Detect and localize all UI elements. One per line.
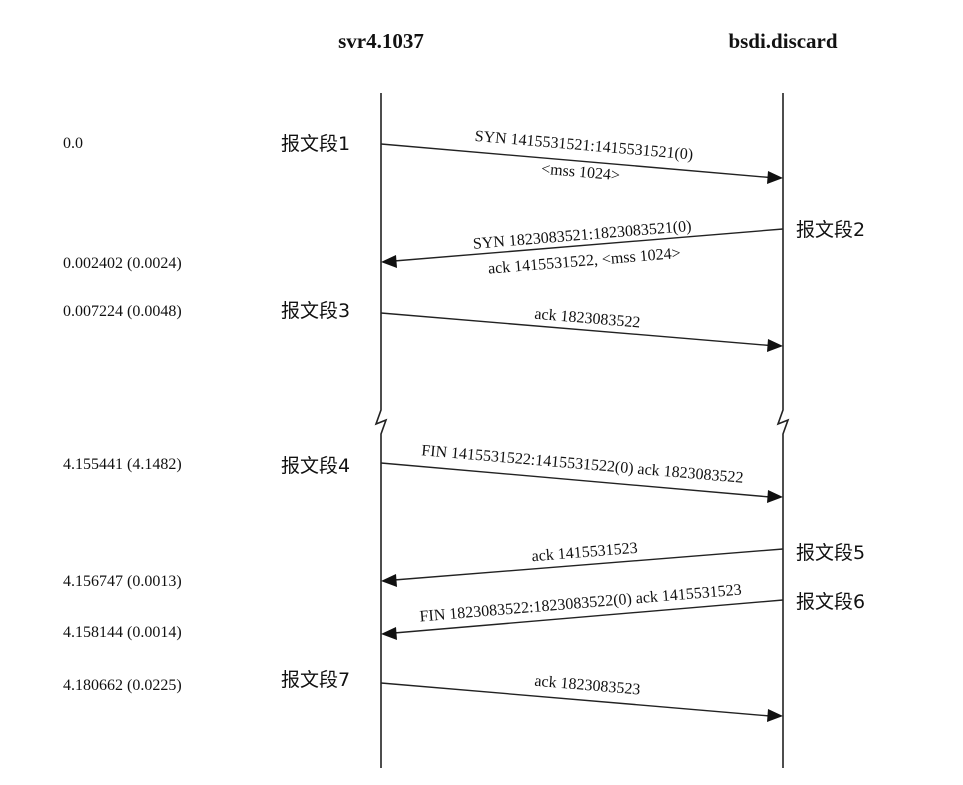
timestamp-1: 0.0 bbox=[63, 135, 83, 152]
segment-label-3: 报文段3 bbox=[281, 300, 350, 322]
segment-2-text-line-2: ack 1415531522, <mss 1024> bbox=[487, 245, 681, 278]
segment-4-arrow-line bbox=[380, 462, 771, 498]
left-lifeline bbox=[374, 93, 388, 768]
segment-7-arrowhead bbox=[767, 709, 783, 722]
segment-6-text-line-1: FIN 1823083522:1823083522(0) ack 1415531… bbox=[419, 582, 742, 626]
segment-7-text-line-1: ack 1823083523 bbox=[534, 673, 641, 699]
segment-7-arrow-line bbox=[380, 682, 771, 717]
segment-1-arrowhead bbox=[767, 171, 783, 184]
segment-4-arrowhead bbox=[767, 490, 783, 503]
timestamp-2: 0.002402 (0.0024) bbox=[63, 255, 182, 272]
segment-2-arrowhead bbox=[381, 255, 397, 268]
segment-label-2: 报文段2 bbox=[796, 219, 865, 241]
segment-label-1: 报文段1 bbox=[281, 133, 350, 155]
segment-3-arrowhead bbox=[767, 339, 783, 352]
segment-label-6: 报文段6 bbox=[796, 591, 865, 613]
segment-5-arrow-line bbox=[393, 548, 784, 581]
segment-2-arrow-line bbox=[393, 228, 784, 262]
segment-5-arrowhead bbox=[381, 574, 397, 587]
segment-6-arrowhead bbox=[381, 627, 397, 640]
segment-6-arrow-line bbox=[393, 599, 784, 634]
right-host-title: bsdi.discard bbox=[728, 29, 837, 53]
segment-label-5: 报文段5 bbox=[796, 542, 865, 564]
timestamp-5: 4.156747 (0.0013) bbox=[63, 573, 182, 590]
segment-3-arrow-line bbox=[380, 312, 771, 347]
segment-label-7: 报文段7 bbox=[281, 669, 350, 691]
right-lifeline bbox=[776, 93, 790, 768]
timestamp-4: 4.155441 (4.1482) bbox=[63, 456, 182, 473]
segment-1-text-line-2: <mss 1024> bbox=[541, 161, 621, 185]
segment-1-arrow-line bbox=[380, 143, 771, 179]
timestamp-7: 4.180662 (0.0225) bbox=[63, 677, 182, 694]
timestamp-6: 4.158144 (0.0014) bbox=[63, 624, 182, 641]
segment-1-text-line-1: SYN 1415531521:1415531521(0) bbox=[474, 128, 694, 164]
left-host-title: svr4.1037 bbox=[338, 29, 424, 53]
segment-label-4: 报文段4 bbox=[281, 455, 350, 477]
timestamp-3: 0.007224 (0.0048) bbox=[63, 303, 182, 320]
